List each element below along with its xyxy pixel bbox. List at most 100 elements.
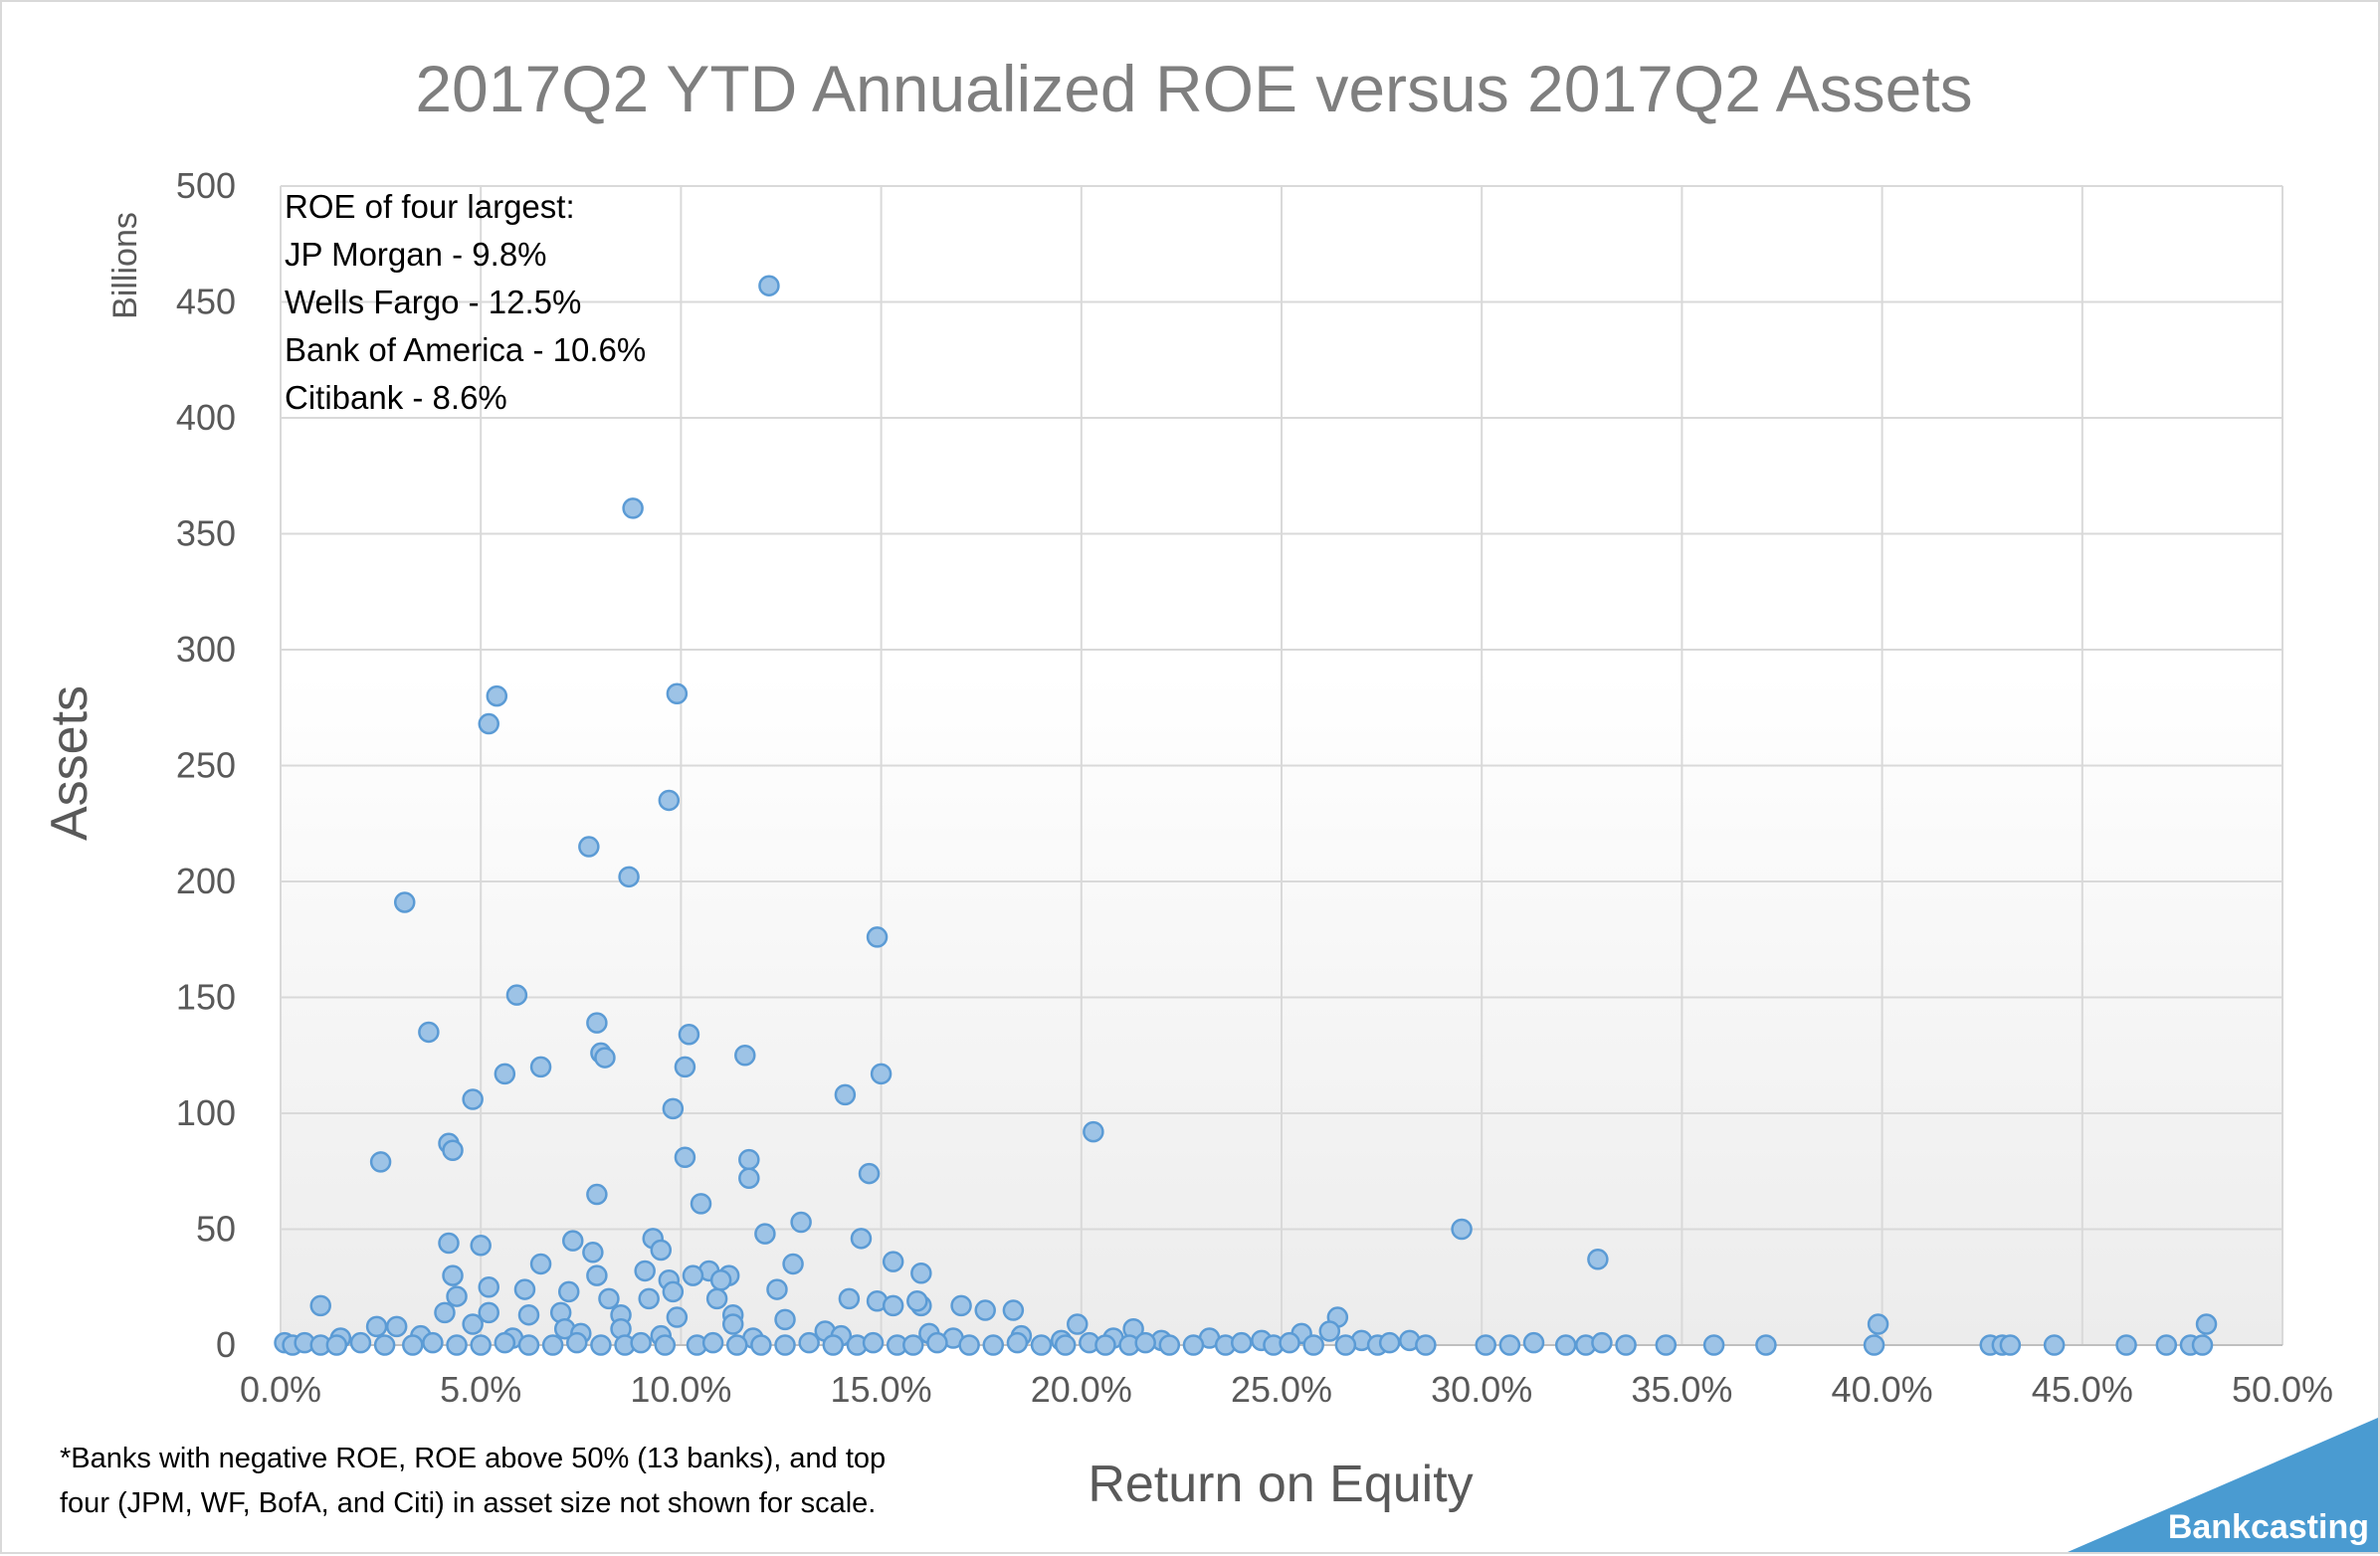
data-point — [958, 1334, 980, 1356]
data-point — [2195, 1313, 2218, 1335]
data-point — [541, 1334, 564, 1356]
data-point — [1498, 1334, 1521, 1356]
data-point — [1863, 1334, 1885, 1356]
footnote-line: *Banks with negative ROE, ROE above 50% … — [60, 1443, 886, 1474]
data-point — [850, 1228, 873, 1250]
data-point — [385, 1315, 408, 1338]
x-tick-label: 25.0% — [1231, 1369, 1332, 1410]
y-tick-label: 200 — [176, 861, 236, 901]
data-point — [2043, 1334, 2066, 1356]
data-point — [709, 1269, 732, 1291]
annotation-line: Wells Fargo - 12.5% — [285, 284, 581, 320]
annotation-line: JP Morgan - 9.8% — [285, 236, 547, 273]
data-point — [1415, 1334, 1437, 1356]
data-point — [566, 1331, 588, 1354]
chart-title: 2017Q2 YTD Annualized ROE versus 2017Q2 … — [415, 52, 1972, 125]
data-point — [517, 1334, 540, 1356]
data-point — [373, 1334, 396, 1356]
data-point — [658, 789, 681, 812]
data-point — [446, 1285, 468, 1307]
data-point — [369, 1151, 392, 1173]
data-point — [1318, 1320, 1341, 1342]
data-point — [638, 1287, 660, 1310]
data-point — [478, 712, 499, 735]
x-tick-labels: 0.0% 5.0% 10.0% 15.0% 20.0% 25.0% 30.0% 35.0% 40… — [240, 1369, 2333, 1410]
data-point — [870, 1063, 892, 1085]
data-point — [674, 1146, 696, 1169]
data-point — [462, 1313, 484, 1335]
data-point — [594, 1047, 616, 1069]
data-point — [838, 1287, 861, 1310]
data-point — [1702, 1334, 1725, 1356]
x-tick-label: 45.0% — [2032, 1369, 2133, 1410]
y-tick-label: 150 — [176, 977, 236, 1018]
data-point — [758, 275, 780, 296]
data-point — [578, 836, 600, 858]
annotation-line: Bank of America - 10.6% — [285, 331, 646, 368]
x-tick-label: 10.0% — [630, 1369, 731, 1410]
data-point — [721, 1313, 744, 1335]
data-point — [2115, 1334, 2137, 1356]
data-point — [1302, 1334, 1324, 1356]
footnote: *Banks with negative ROE, ROE above 50% … — [60, 1443, 886, 1519]
data-point — [866, 926, 889, 948]
data-point — [650, 1239, 673, 1262]
data-point — [1158, 1334, 1181, 1356]
data-point — [1554, 1334, 1577, 1356]
y-tick-label: 100 — [176, 1092, 236, 1133]
data-point — [734, 1045, 756, 1067]
data-point — [1615, 1334, 1637, 1356]
data-point — [1334, 1334, 1357, 1356]
data-point — [738, 1148, 760, 1171]
data-point — [309, 1294, 331, 1317]
data-point — [1094, 1334, 1116, 1356]
data-point — [1999, 1334, 2022, 1356]
data-point — [654, 1334, 677, 1356]
data-point — [822, 1334, 845, 1356]
data-point — [470, 1334, 492, 1356]
y-tick-label: 500 — [176, 165, 236, 206]
y-tick-label: 250 — [176, 745, 236, 786]
data-point — [1083, 1120, 1104, 1143]
data-point — [1231, 1331, 1253, 1354]
data-point — [910, 1263, 932, 1284]
data-point — [882, 1294, 904, 1317]
data-point — [774, 1308, 796, 1331]
data-point — [725, 1334, 748, 1356]
data-point — [634, 1260, 656, 1282]
data-point — [618, 866, 640, 888]
data-point — [766, 1278, 788, 1300]
data-point — [486, 684, 508, 707]
data-point — [1655, 1334, 1678, 1356]
data-point — [1867, 1313, 1889, 1335]
data-point — [590, 1334, 612, 1356]
data-point — [1522, 1331, 1545, 1354]
y-axis-units: Billions — [106, 212, 144, 319]
data-point — [478, 1276, 499, 1298]
data-point — [1279, 1331, 1300, 1354]
data-point — [666, 682, 689, 705]
data-point — [1006, 1331, 1029, 1354]
data-point — [678, 1024, 700, 1046]
data-point — [662, 1280, 685, 1303]
annotation-line: Citibank - 8.6% — [285, 379, 507, 416]
data-point — [517, 1303, 540, 1326]
data-point — [582, 1242, 604, 1264]
data-point — [586, 1183, 608, 1206]
data-point — [418, 1021, 440, 1044]
data-point — [982, 1334, 1005, 1356]
data-point — [682, 1264, 704, 1286]
y-tick-label: 400 — [176, 397, 236, 438]
data-point — [446, 1334, 468, 1356]
data-point — [529, 1253, 552, 1275]
x-tick-label: 30.0% — [1431, 1369, 1532, 1410]
y-tick-label: 300 — [176, 629, 236, 670]
x-tick-label: 40.0% — [1832, 1369, 1933, 1410]
data-point — [442, 1139, 464, 1162]
y-tick-label: 50 — [196, 1209, 236, 1250]
brand-corner-triangle — [2068, 1418, 2378, 1552]
data-point — [705, 1287, 728, 1310]
data-point — [701, 1331, 724, 1354]
